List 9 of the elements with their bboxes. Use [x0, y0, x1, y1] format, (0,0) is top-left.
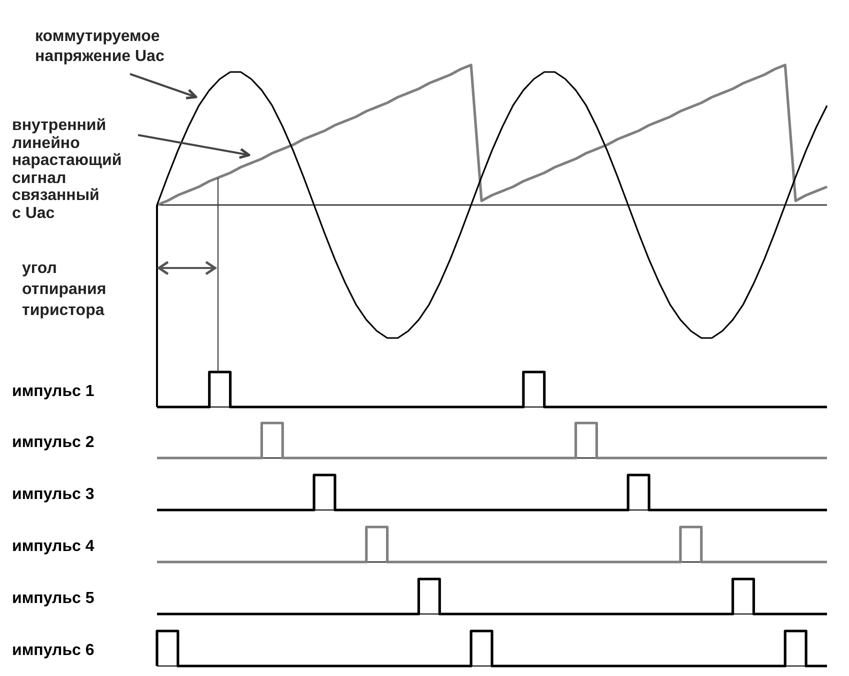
text: импульс 5: [12, 590, 94, 608]
text: импульс 3: [12, 486, 94, 504]
text: угол отпирания тиристора: [22, 259, 106, 321]
text: импульс 4: [12, 538, 94, 556]
text: импульс 6: [12, 642, 94, 660]
text: импульс 2: [12, 434, 94, 452]
text: внутренний линейно нарастающий сигнал связанный с Uac: [12, 117, 122, 222]
text: импульс 1: [12, 383, 94, 401]
annotation: коммутируемое напряжение Uac: [35, 27, 164, 67]
